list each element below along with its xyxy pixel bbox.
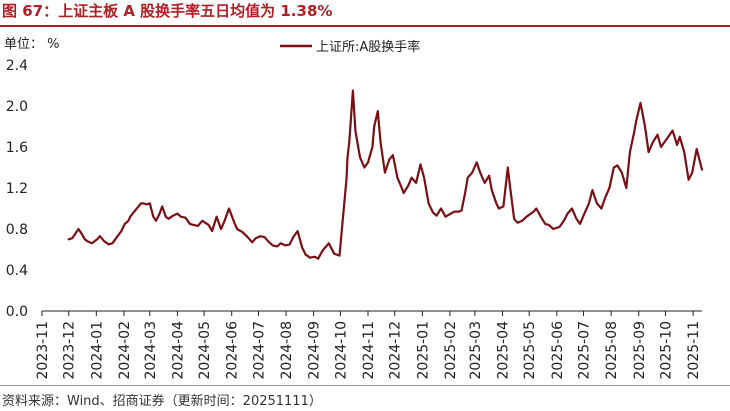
- x-tick-label: 2024-10: [333, 321, 349, 380]
- x-tick-label: 2025-03: [468, 321, 484, 380]
- y-axis: 0.0 0.4 0.8 1.2 1.6 2.0 2.4: [6, 58, 28, 320]
- x-tick-label: 2023-11: [35, 321, 51, 380]
- y-tick-label: 0.0: [6, 304, 28, 320]
- figure-title: 图 67：上证主板 A 股换手率五日均值为 1.38%: [2, 2, 333, 20]
- x-tick-label: 2024-06: [225, 321, 241, 380]
- x-tick-label: 2025-01: [415, 321, 431, 380]
- x-tick-label: 2025-09: [632, 321, 648, 380]
- x-tick-label: 2024-02: [117, 321, 133, 380]
- x-tick-label: 2025-02: [443, 321, 459, 380]
- x-tick-label: 2024-12: [388, 321, 404, 380]
- x-tick-label: 2024-11: [361, 321, 377, 380]
- x-tick-label: 2024-04: [170, 321, 186, 380]
- y-tick-label: 1.2: [6, 181, 28, 197]
- source-note: 资料来源：Wind、招商证券（更新时间：20251111）: [2, 394, 322, 409]
- y-tick-label: 1.6: [6, 140, 28, 156]
- x-tick-label: 2024-01: [89, 321, 105, 380]
- series-layer: [67, 89, 704, 260]
- series-line: [67, 89, 704, 260]
- y-tick-label: 0.8: [6, 222, 28, 238]
- source-divider: [0, 385, 730, 386]
- y-tick-label: 0.4: [6, 263, 28, 279]
- x-tick-label: 2025-10: [658, 321, 674, 380]
- x-tick-label: 2025-05: [522, 321, 538, 380]
- x-tick-label: 2024-05: [197, 321, 213, 380]
- unit-label: 单位： %: [4, 37, 60, 52]
- x-tick-label: 2025-08: [604, 321, 620, 380]
- legend: 上证所:A股换手率: [280, 39, 420, 55]
- y-tick-label: 2.0: [6, 99, 28, 115]
- x-tick-label: 2025-04: [495, 321, 511, 380]
- x-tick-label: 2024-03: [143, 321, 159, 380]
- x-tick-label: 2025-06: [550, 321, 566, 380]
- x-tick-label: 2024-08: [279, 321, 295, 380]
- x-tick-label: 2025-11: [686, 321, 702, 380]
- x-tick-label: 2024-07: [251, 321, 267, 380]
- x-tick-label: 2025-07: [577, 321, 593, 380]
- title-divider: [0, 25, 730, 27]
- x-tick-label: 2024-09: [307, 321, 323, 380]
- line-chart: 0.0 0.4 0.8 1.2 1.6 2.0 2.4 2023-11 2023-12 2024…: [6, 39, 704, 380]
- y-tick-label: 2.4: [6, 58, 28, 74]
- x-tick-label: 2023-12: [62, 321, 78, 380]
- legend-label: 上证所:A股换手率: [316, 39, 420, 55]
- x-axis: 2023-11 2023-12 2024-01 2024-02 2024-03 2024-…: [35, 310, 702, 380]
